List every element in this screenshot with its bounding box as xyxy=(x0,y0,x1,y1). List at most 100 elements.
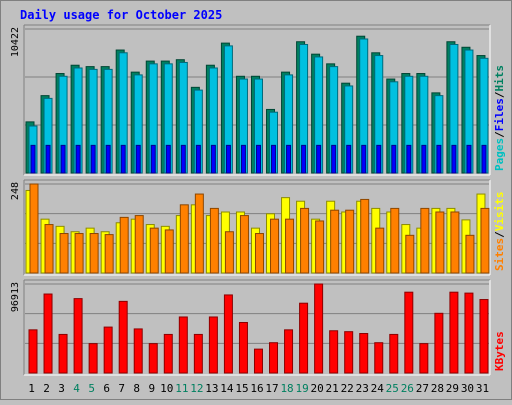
legend-separator: / xyxy=(493,231,506,238)
day-label-5: 5 xyxy=(88,382,95,395)
bar-sites-day-6 xyxy=(104,234,114,274)
day-label-13: 13 xyxy=(205,382,218,395)
chart-title: Daily usage for October 2025 xyxy=(20,8,222,22)
bar-kbytes-day-5 xyxy=(88,343,98,374)
bar-kbytes-day-22 xyxy=(344,331,354,374)
day-label-31: 31 xyxy=(476,382,489,395)
bar-sites-day-13 xyxy=(209,207,219,274)
bar-kbytes-day-8 xyxy=(133,328,143,374)
bar-pages-day-10 xyxy=(165,144,171,174)
day-label-28: 28 xyxy=(431,382,444,395)
bar-sites-day-26 xyxy=(405,234,415,274)
bar-kbytes-day-20 xyxy=(314,283,324,374)
day-label-9: 9 xyxy=(148,382,155,395)
bar-pages-day-3 xyxy=(60,144,66,174)
series-sites xyxy=(29,183,490,274)
bar-kbytes-day-27 xyxy=(419,343,429,374)
bar-kbytes-day-26 xyxy=(404,291,414,374)
bar-pages-day-14 xyxy=(225,144,231,174)
day-label-12: 12 xyxy=(190,382,203,395)
day-label-11: 11 xyxy=(175,382,188,395)
panel-visits-sites: 248 Sites/Visits xyxy=(10,179,506,276)
bar-pages-day-19 xyxy=(301,144,307,174)
bar-kbytes-day-31 xyxy=(479,299,489,374)
bar-sites-day-17 xyxy=(270,218,280,274)
day-label-7: 7 xyxy=(118,382,125,395)
bar-pages-day-24 xyxy=(376,144,382,174)
day-label-2: 2 xyxy=(43,382,50,395)
bar-pages-day-20 xyxy=(316,144,322,174)
legend-entry-pages: Pages xyxy=(493,138,506,171)
bar-kbytes-day-3 xyxy=(58,333,68,374)
bar-pages-day-21 xyxy=(331,144,337,174)
bar-sites-day-3 xyxy=(59,233,69,274)
bar-sites-day-24 xyxy=(375,227,385,274)
bar-pages-day-7 xyxy=(120,144,126,174)
day-axis-labels: 1 2 3 4 5 6 7 8 9 10 11 12 13 14 15 16 17 18 19 20 21 22 23 24 2… xyxy=(28,382,489,395)
bar-kbytes-day-15 xyxy=(238,321,248,374)
legend-entry-visits: Visits xyxy=(493,192,506,232)
bar-sites-day-14 xyxy=(224,231,234,274)
bar-pages-day-16 xyxy=(255,144,261,174)
day-label-19: 19 xyxy=(295,382,308,395)
bar-kbytes-day-23 xyxy=(359,333,369,374)
panel-kbytes: 96913 KBytes xyxy=(10,279,506,376)
legend-pages-files-hits: Pages/Files/Hits xyxy=(493,65,506,171)
bar-pages-day-29 xyxy=(451,144,457,174)
bar-kbytes-day-7 xyxy=(118,300,128,374)
bar-kbytes-day-21 xyxy=(329,330,339,374)
bar-kbytes-day-10 xyxy=(163,333,173,374)
bar-kbytes-day-24 xyxy=(374,342,384,374)
bar-kbytes-day-11 xyxy=(178,316,188,374)
day-label-22: 22 xyxy=(341,382,354,395)
bar-sites-day-25 xyxy=(390,207,400,274)
bar-kbytes-day-2 xyxy=(43,293,53,374)
bar-pages-day-8 xyxy=(135,144,141,174)
day-label-21: 21 xyxy=(326,382,339,395)
day-label-1: 1 xyxy=(28,382,35,395)
legend-entry-hits: Hits xyxy=(493,65,506,92)
bar-kbytes-day-12 xyxy=(193,333,203,374)
series-kbytes xyxy=(28,283,489,374)
bar-sites-day-4 xyxy=(74,233,84,274)
day-label-30: 30 xyxy=(461,382,474,395)
day-label-17: 17 xyxy=(265,382,278,395)
bar-sites-day-23 xyxy=(360,198,370,274)
bar-sites-day-27 xyxy=(420,207,430,274)
bar-sites-day-19 xyxy=(300,207,310,274)
bar-kbytes-day-17 xyxy=(269,342,279,374)
bar-kbytes-day-16 xyxy=(253,348,263,374)
bar-sites-day-9 xyxy=(149,227,159,274)
bar-kbytes-day-9 xyxy=(148,343,158,374)
bar-pages-day-27 xyxy=(421,144,427,174)
chart-panels: 10422Pages/Files/Hits248Sites/Visits9691… xyxy=(10,24,506,376)
legend-separator: / xyxy=(493,91,506,98)
bar-kbytes-day-25 xyxy=(389,333,399,374)
legend-kbytes: KBytes xyxy=(493,331,506,371)
bar-kbytes-day-6 xyxy=(103,326,113,374)
bar-pages-day-28 xyxy=(436,144,442,174)
bar-kbytes-day-14 xyxy=(223,294,233,374)
bar-pages-day-26 xyxy=(406,144,412,174)
bar-sites-day-31 xyxy=(480,207,490,274)
bar-pages-day-6 xyxy=(105,144,111,174)
bar-pages-day-5 xyxy=(90,144,96,174)
bar-pages-day-17 xyxy=(271,144,277,174)
bar-sites-day-21 xyxy=(330,209,340,274)
day-label-10: 10 xyxy=(160,382,173,395)
bar-kbytes-day-30 xyxy=(464,292,474,374)
bar-kbytes-day-19 xyxy=(299,302,309,374)
bar-sites-day-18 xyxy=(285,218,295,274)
bar-pages-day-31 xyxy=(481,144,487,174)
bar-sites-day-12 xyxy=(194,193,204,274)
y-max-label: 248 xyxy=(10,182,21,200)
bar-sites-day-10 xyxy=(164,229,174,274)
day-label-25: 25 xyxy=(386,382,399,395)
day-label-23: 23 xyxy=(356,382,369,395)
bar-sites-day-15 xyxy=(239,215,249,274)
day-label-8: 8 xyxy=(133,382,140,395)
bar-pages-day-23 xyxy=(361,144,367,174)
bar-pages-day-12 xyxy=(195,144,201,174)
day-label-16: 16 xyxy=(250,382,263,395)
